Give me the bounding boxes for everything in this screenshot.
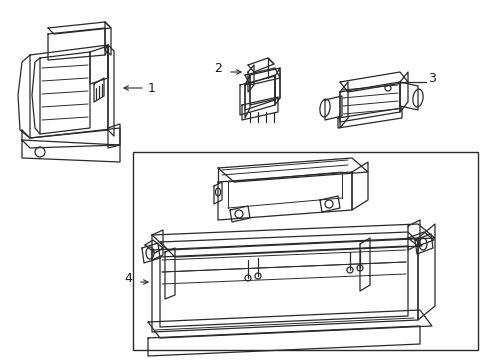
Text: 3: 3 — [427, 72, 435, 85]
Text: 1: 1 — [148, 81, 156, 94]
Text: 4: 4 — [124, 271, 132, 284]
Bar — [133, 152, 477, 350]
Text: 2: 2 — [214, 62, 222, 75]
